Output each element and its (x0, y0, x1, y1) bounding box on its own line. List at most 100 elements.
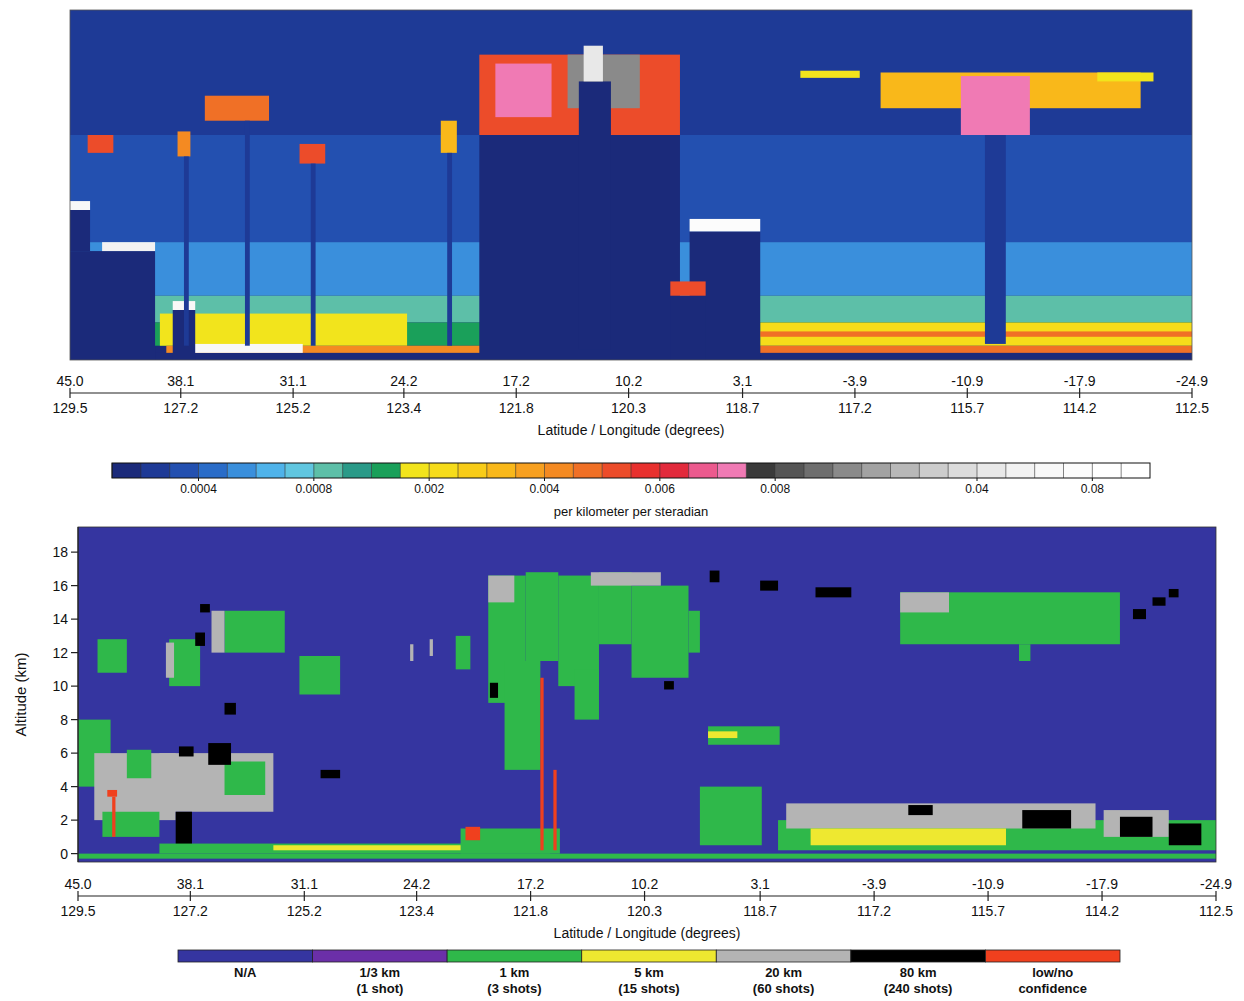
colorbar-divider (804, 463, 805, 478)
colorbar-divider (746, 463, 747, 478)
colorbar-segment (487, 463, 516, 478)
colorbar-divider (977, 463, 978, 478)
cell (584, 46, 603, 82)
figure: 45.038.131.124.217.210.23.1-3.9-10.9-17.… (0, 0, 1244, 1001)
cell (160, 314, 407, 346)
lat-tick-label: -3.9 (843, 373, 867, 389)
colorbar-segment (689, 463, 718, 478)
colorbar-divider (285, 463, 286, 478)
legend-swatch (716, 950, 851, 962)
cell (441, 121, 457, 153)
y-tick (71, 552, 78, 553)
lon-tick-label: 117.2 (857, 903, 891, 919)
cell (526, 572, 559, 661)
colorbar-divider (631, 463, 632, 478)
x-tick (854, 388, 855, 398)
cell (760, 581, 778, 591)
cell (579, 81, 611, 349)
colorbar-segment (746, 463, 775, 478)
lon-tick-label: 127.2 (173, 903, 208, 919)
colorbar-frame (112, 463, 1150, 478)
lon-tick-label: 125.2 (276, 400, 311, 416)
legend-detail: (3 shots) (487, 981, 541, 996)
lat-tick-label: -3.9 (862, 876, 886, 892)
colorbar-divider (775, 463, 776, 478)
colorbar-divider (573, 463, 574, 478)
x-tick (742, 388, 743, 398)
colorbar-segment (919, 463, 948, 478)
colorbar-divider (458, 463, 459, 478)
colorbar-segment (1121, 463, 1150, 478)
lon-tick-label: 120.3 (627, 903, 662, 919)
colorbar-divider (890, 463, 891, 478)
cell (900, 592, 1120, 644)
cell (447, 153, 452, 346)
legend: N/A1/3 km(1 shot)1 km(3 shots)5 km(15 sh… (178, 950, 1120, 996)
cell (1133, 609, 1146, 619)
colorbar-segment (112, 463, 141, 478)
y-tick (71, 753, 78, 754)
colorbar-divider (832, 463, 833, 478)
legend-label: 5 km (634, 965, 664, 980)
x-tick (644, 891, 645, 901)
cell (1104, 810, 1169, 837)
y-axis-title: Altitude (km) (12, 652, 29, 736)
legend-swatch (313, 950, 448, 962)
lat-tick-label: 31.1 (279, 373, 306, 389)
colorbar: 0.00040.00080.0020.0040.0060.0080.040.08… (112, 463, 1150, 519)
cell (211, 611, 224, 653)
x-tick (190, 891, 191, 901)
colorbar-tick-label: 0.006 (645, 482, 675, 496)
x-tick (180, 388, 181, 398)
lon-tick-label: 121.8 (513, 903, 548, 919)
x-tick (416, 891, 417, 901)
lat-tick-label: -24.9 (1200, 876, 1232, 892)
x-tick (69, 388, 70, 398)
legend-detail: (60 shots) (753, 981, 814, 996)
cell (786, 803, 1095, 828)
x-tick (1191, 388, 1192, 398)
cell (708, 726, 780, 744)
x-axis: 45.038.131.124.217.210.23.1-3.9-10.9-17.… (60, 876, 1233, 941)
y-tick (71, 719, 78, 720)
colorbar-tick (775, 478, 776, 481)
colorbar-segment (804, 463, 833, 478)
colorbar-tick-label: 0.08 (1081, 482, 1105, 496)
lat-tick-label: 10.2 (615, 373, 642, 389)
y-tick-label: 2 (60, 812, 68, 828)
cell (184, 156, 189, 345)
colorbar-segment (343, 463, 372, 478)
cell (321, 770, 341, 778)
colorbar-divider (140, 463, 141, 478)
y-tick (71, 585, 78, 586)
colorbar-tick-label: 0.002 (414, 482, 444, 496)
colorbar-divider (602, 463, 603, 478)
cell (70, 10, 1192, 135)
y-axis-line (77, 527, 78, 862)
cell (488, 576, 514, 603)
cell (410, 644, 413, 661)
lon-tick-label: 115.7 (950, 400, 984, 416)
colorbar-segment (660, 463, 689, 478)
cell (1019, 644, 1030, 661)
colorbar-segment (1064, 463, 1093, 478)
cell (98, 639, 127, 673)
y-tick-label: 14 (52, 611, 68, 627)
legend-detail: (1 shot) (356, 981, 403, 996)
legend-detail: (240 shots) (884, 981, 953, 996)
colorbar-tick (313, 478, 314, 481)
colorbar-divider (919, 463, 920, 478)
colorbar-divider (313, 463, 314, 478)
lat-tick-label: -17.9 (1064, 373, 1096, 389)
x-tick (967, 388, 968, 398)
lon-tick-label: 114.2 (1063, 400, 1097, 416)
cell (800, 71, 859, 78)
cell (205, 96, 269, 121)
cell (70, 251, 155, 360)
y-tick (71, 786, 78, 787)
cell (689, 611, 700, 653)
colorbar-tick-label: 0.004 (529, 482, 559, 496)
colorbar-segment (948, 463, 977, 478)
y-axis: 024681012141618Altitude (km) (12, 527, 78, 862)
colorbar-divider (861, 463, 862, 478)
